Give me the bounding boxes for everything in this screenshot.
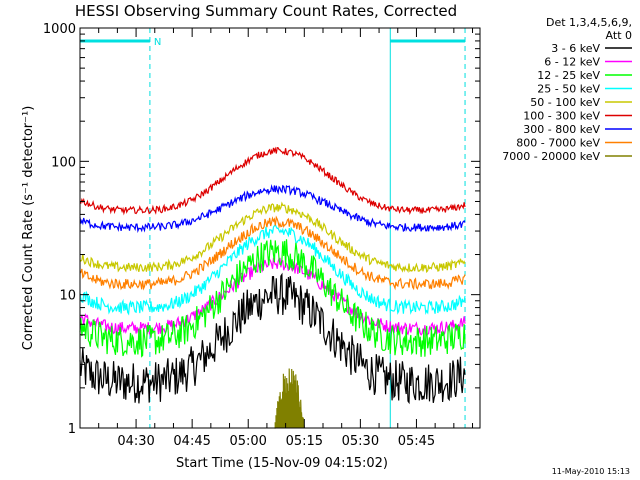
y-tick-label: 1000 [43, 22, 76, 37]
legend-label-6: 100 - 300 keV [523, 110, 600, 123]
x-tick-label: 05:30 [342, 434, 379, 449]
legend-label-7: 300 - 800 keV [523, 123, 600, 136]
series-line-3 [79, 239, 466, 358]
series-line-1 [79, 272, 466, 405]
series-line-9 [274, 368, 305, 429]
legend-label-5: 50 - 100 keV [530, 96, 600, 109]
x-tick-label: 04:45 [173, 434, 210, 449]
series-line-4 [79, 223, 466, 316]
legend-header-line-2: Att 0 [606, 29, 632, 42]
x-tick-label: 05:45 [398, 434, 435, 449]
series-line-8 [79, 215, 466, 291]
series-layer [79, 146, 466, 429]
y-tick-label: 1 [68, 422, 76, 437]
y-tick-label: 10 [59, 289, 76, 304]
legend-header-line-1: Det 1,3,4,5,6,9, [546, 16, 632, 29]
x-axis-label: Start Time (15-Nov-09 04:15:02) [176, 456, 388, 471]
legend-label-2: 6 - 12 keV [544, 56, 600, 69]
series-line-7 [79, 183, 466, 234]
legend-label-1: 3 - 6 keV [551, 42, 600, 55]
legend-label-9: 7000 - 20000 keV [502, 150, 600, 163]
legend-label-3: 12 - 25 keV [537, 69, 600, 82]
series-line-2 [79, 257, 466, 337]
legend-label-4: 25 - 50 keV [537, 83, 600, 96]
plot-frame [79, 27, 481, 429]
x-tick-label: 05:00 [229, 434, 266, 449]
night-label: N [154, 37, 161, 48]
y-tick-label: 100 [51, 155, 76, 170]
series-line-5 [79, 201, 466, 274]
series-line-6 [79, 146, 466, 216]
tick-layer: 1 10 100 1000 04:30 04:45 05:00 05:15 05:30 05:45 [43, 22, 480, 449]
chart-title: HESSI Observing Summary Count Rates, Cor… [75, 2, 457, 20]
x-tick-label: 04:30 [117, 434, 154, 449]
x-tick-label: 05:15 [286, 434, 323, 449]
y-axis-label: Corrected Count Rate (s⁻¹ detector⁻¹) [21, 106, 36, 351]
plot-area: N 1 10 100 1000 04:30 04:45 05:00 05:15 05:30 05:… [43, 22, 481, 449]
legend-label-8: 800 - 7000 keV [516, 137, 600, 150]
footer-date: 11-May-2010 15:13 [552, 467, 630, 476]
